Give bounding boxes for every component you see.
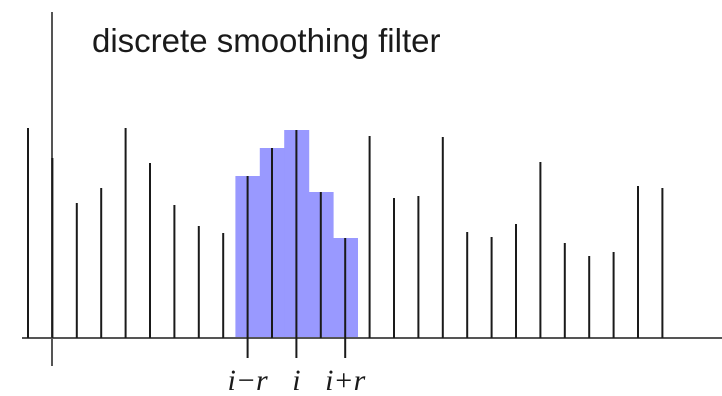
index-label-i: i (292, 364, 300, 396)
sample-stems (27, 128, 664, 358)
index-label-i-plus-r: i+r (325, 364, 366, 396)
diagram-title: discrete smoothing filter (92, 22, 440, 59)
index-label-i-minus-r: i−r (227, 364, 268, 396)
